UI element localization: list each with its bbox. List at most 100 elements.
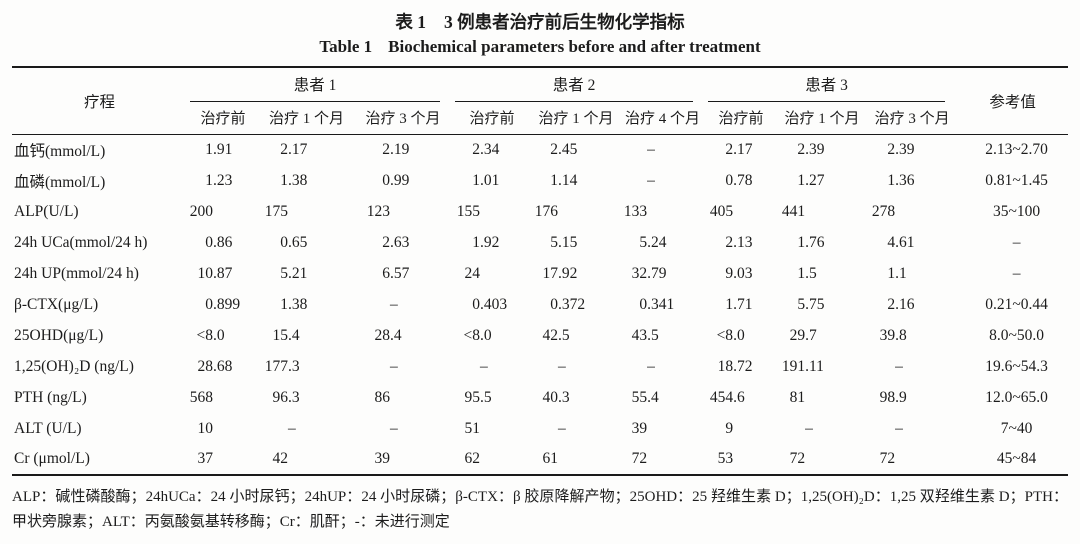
value-cell: 86 xyxy=(354,382,452,413)
value-fraction-part: .8 xyxy=(895,326,907,344)
value-cell: 55.4 xyxy=(620,382,705,413)
reference-value-cell: 45~84 xyxy=(996,450,1037,467)
subheader-patient2-col1: 治疗前 xyxy=(469,111,515,128)
value-cell: 1.1 xyxy=(867,258,957,289)
value-cell: – xyxy=(532,413,620,444)
value-fraction-part: .92 xyxy=(480,233,500,251)
value-fraction-part: .3 xyxy=(288,357,300,375)
value-cell: 1.38 xyxy=(259,289,354,320)
table-row: Cr (μmol/L) 37 42 39 62 61 72 53 72 72 45~84 xyxy=(12,444,1068,475)
table-number-cn: 表 1 xyxy=(395,12,426,32)
value-fraction-part: – xyxy=(390,357,398,375)
value-integer-part: 177 xyxy=(264,357,288,375)
row-label: 24h UCa(mmol/24 h) xyxy=(14,233,148,251)
table-title-chinese: 表 1 3 例患者治疗前后生物化学指标 xyxy=(0,10,1080,34)
row-label: 24h UP(mmol/24 h) xyxy=(14,264,139,282)
value-cell: 61 xyxy=(532,444,620,475)
value-fraction-part: – xyxy=(288,419,296,437)
value-integer-part: 441 xyxy=(781,202,806,220)
value-cell: <8.0 xyxy=(452,320,532,351)
value-cell: 2.19 xyxy=(354,134,452,165)
value-cell: 42.5 xyxy=(532,320,620,351)
value-fraction-part: .39 xyxy=(805,140,825,158)
value-cell: 15.4 xyxy=(259,320,354,351)
value-integer-part: 1 xyxy=(550,171,559,189)
value-integer-part: 43 xyxy=(631,326,648,344)
value-cell: 51 xyxy=(452,413,532,444)
value-fraction-part: – xyxy=(647,357,655,375)
value-fraction-part: .15 xyxy=(558,233,578,251)
subheader-patient3-col2: 治疗 1 个月 xyxy=(784,111,860,128)
subheader-row: 治疗前 治疗 1 个月 治疗 3 个月 治疗前 治疗 1 个月 治疗 4 个月 治疗前 治疗 … xyxy=(12,102,1068,134)
subheader-patient2-col3: 治疗 4 个月 xyxy=(625,111,701,128)
row-label: 血磷(mmol/L) xyxy=(14,173,106,191)
value-cell: 32.79 xyxy=(620,258,705,289)
value-fraction-part: – xyxy=(647,140,655,158)
value-fraction-part: – xyxy=(895,419,903,437)
value-cell: 17.92 xyxy=(532,258,620,289)
value-fraction-part: .11 xyxy=(805,357,824,375)
value-fraction-part: .78 xyxy=(733,171,753,189)
reference-value-cell: 12.0~65.0 xyxy=(985,388,1048,406)
value-fraction-part: .76 xyxy=(805,233,825,251)
value-integer-part: 28 xyxy=(197,357,214,375)
group-header-row: 疗程 患者 1 患者 2 患者 3 参考值 xyxy=(12,67,1068,111)
value-integer-part: 72 xyxy=(879,450,896,467)
value-integer-part: 72 xyxy=(789,450,806,467)
row-label: Cr (μmol/L) xyxy=(14,450,90,467)
value-integer-part: 5 xyxy=(797,295,806,313)
value-cell: 53 xyxy=(705,444,777,475)
value-integer-part: 24 xyxy=(464,264,481,282)
value-cell: 568 xyxy=(187,382,259,413)
value-cell: 9.03 xyxy=(705,258,777,289)
group-header-patient-1-label: 患者 1 xyxy=(190,68,441,102)
value-integer-part: 1 xyxy=(472,233,481,251)
value-cell: 39.8 xyxy=(867,320,957,351)
value-fraction-part: .79 xyxy=(647,264,667,282)
value-cell: 1.14 xyxy=(532,165,620,196)
value-integer-part: 86 xyxy=(374,388,391,406)
group-header-patient-2-label: 患者 2 xyxy=(455,68,694,102)
value-fraction-part: .34 xyxy=(480,140,500,158)
table-row: 血钙(mmol/L) 1.91 2.17 2.19 2.34 2.45–2.17 2.39 2… xyxy=(12,134,1068,165)
value-fraction-part: .16 xyxy=(895,295,915,313)
value-integer-part: 0 xyxy=(382,171,391,189)
value-fraction-part: .7 xyxy=(805,326,817,344)
table-row: β-CTX(μg/L) 0.899 1.38–0.403 0.372 0.341 1.71… xyxy=(12,289,1068,320)
value-integer-part: <8 xyxy=(716,326,734,344)
value-fraction-part: .4 xyxy=(390,326,402,344)
reference-value-cell: – xyxy=(1012,233,1021,251)
value-fraction-part: .4 xyxy=(647,388,659,406)
value-fraction-part: – xyxy=(647,171,655,189)
value-integer-part: 1 xyxy=(725,295,734,313)
table-header: 疗程 患者 1 患者 2 患者 3 参考值 治疗前 治疗 1 个月 治疗 3 个月治… xyxy=(12,67,1069,134)
value-cell: 29.7 xyxy=(777,320,867,351)
value-fraction-part: – xyxy=(390,295,398,313)
value-integer-part: 2 xyxy=(887,295,896,313)
value-fraction-part: .99 xyxy=(390,171,410,189)
value-integer-part: 42 xyxy=(272,450,289,467)
value-fraction-part: .36 xyxy=(895,171,915,189)
value-fraction-part: – xyxy=(558,419,566,437)
value-cell: 72 xyxy=(777,444,867,475)
value-cell: 175 xyxy=(259,196,354,227)
value-cell: 5.24 xyxy=(620,227,705,258)
table-row: ALP(U/L) 200 175 123 155 176 133 405 441 278 35~10… xyxy=(12,196,1068,227)
value-fraction-part: .45 xyxy=(558,140,578,158)
value-fraction-part: – xyxy=(390,419,398,437)
value-cell: 191.11 xyxy=(777,351,867,382)
table-row: 25OHD(μg/L) <8.0 15.4 28.4 <8.0 42.5 43.5 <8.0 2… xyxy=(12,320,1068,351)
value-cell: 0.403 xyxy=(452,289,532,320)
table-row: 24h UCa(mmol/24 h) 0.86 0.65 2.63 1.92 5.15 5.… xyxy=(12,227,1068,258)
value-cell: <8.0 xyxy=(705,320,777,351)
value-fraction-part: .9 xyxy=(895,388,907,406)
value-integer-part: 2 xyxy=(382,233,391,251)
value-fraction-part: .0 xyxy=(480,326,492,344)
value-cell: – xyxy=(259,413,354,444)
value-fraction-part: .1 xyxy=(895,264,907,282)
value-integer-part: 40 xyxy=(542,388,559,406)
value-cell: 177.3 xyxy=(259,351,354,382)
value-cell: 6.57 xyxy=(354,258,452,289)
value-integer-part: 9 xyxy=(725,419,734,437)
value-cell: 278 xyxy=(867,196,957,227)
